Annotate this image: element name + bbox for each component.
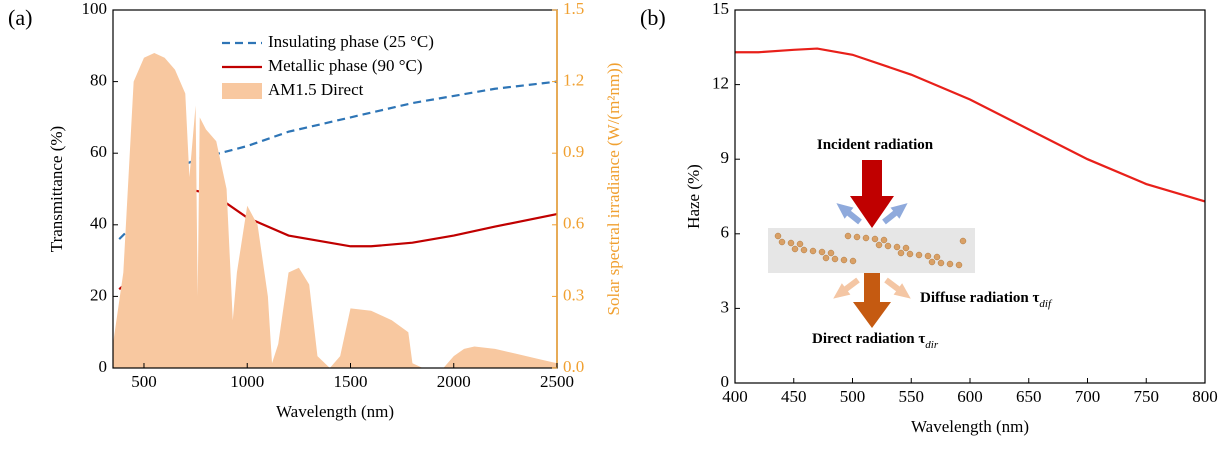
particle [906,250,914,258]
x-tick-label: 800 [1192,387,1218,406]
x-tick-label: 450 [781,387,807,406]
particle [862,234,870,242]
x-tick-label: 1500 [333,372,367,391]
x-tick-label: 700 [1075,387,1101,406]
y-tick-label: 0 [99,357,108,376]
particle [897,249,905,257]
particle [849,257,857,265]
reflect-arrow [836,203,854,219]
particle [893,243,901,251]
line [735,47,1206,203]
x-tick-label: 1000 [230,372,264,391]
particle [946,260,954,268]
particle [955,261,963,269]
y2-tick-label: 1.2 [563,71,584,90]
particle [774,232,782,240]
x-tick-label: 400 [722,387,748,406]
particle [928,258,936,266]
plot-frame [734,9,1206,384]
annotation-text: Incident radiation [817,137,934,153]
particle [880,236,888,244]
particle [787,239,795,247]
y2-tick-label: 0.6 [563,214,584,233]
y-tick-label: 100 [82,0,108,18]
particle [933,253,941,261]
y2-tick-label: 1.5 [563,0,584,18]
particle [809,247,817,255]
y-tick-label: 6 [721,223,730,242]
particle [844,232,852,240]
particle [871,235,879,243]
y-tick-label: 80 [90,71,107,90]
y-tick-label: 3 [721,297,730,316]
film [768,228,975,273]
panel-label: (b) [640,5,666,30]
x-axis-label: Wavelength (nm) [911,417,1029,436]
x-tick-label: 2500 [540,372,574,391]
particle [778,238,786,246]
x-axis-label: Wavelength (nm) [276,402,394,421]
annotation-text: Diffuse radiation τ [920,290,1040,306]
particle [827,249,835,257]
annotation: Direct radiation τdir [812,331,939,350]
y2-tick-label: 0.9 [563,142,584,161]
particle [937,259,945,267]
y2-tick-label: 0.3 [563,285,584,304]
panel-label: (a) [8,5,32,30]
x-tick-label: 500 [840,387,866,406]
annotation-subscript: dir [925,339,939,351]
x-tick-label: 550 [899,387,925,406]
direct-arrow [853,273,891,328]
y-tick-label: 20 [90,285,107,304]
y-axis-label: Haze (%) [684,164,703,229]
particle [902,244,910,252]
y-tick-label: 12 [712,74,729,93]
annotation: Incident radiation [817,137,934,153]
particle [831,255,839,263]
particle [959,237,967,245]
y-tick-label: 40 [90,214,107,233]
particle [800,246,808,254]
particle [853,233,861,241]
area [113,52,557,369]
particle [924,252,932,260]
annotation-subscript: dif [1039,298,1053,310]
reflect-arrow [890,203,908,219]
particle [875,241,883,249]
particle [840,256,848,264]
legend-label: Metallic phase (90 °C) [268,56,423,75]
y-axis-label: Transmittance (%) [47,126,66,252]
particle [884,242,892,250]
x-tick-label: 2000 [437,372,471,391]
particle [915,251,923,259]
legend-label: Insulating phase (25 °C) [268,32,434,51]
particle [818,248,826,256]
x-tick-label: 750 [1134,387,1160,406]
y-tick-label: 0 [721,372,730,391]
annotation: Diffuse radiation τdif [920,290,1053,309]
y2-axis-label: Solar spectral irradiance (W/(m²nm)) [604,63,623,316]
particle [796,240,804,248]
incident-arrow [850,160,894,228]
annotation-text: Direct radiation τ [812,331,925,347]
diffuse-arrow [833,283,851,299]
y-tick-label: 60 [90,142,107,161]
x-tick-label: 600 [957,387,983,406]
x-tick-label: 500 [131,372,157,391]
y2-tick-label: 0.0 [563,357,584,376]
y-tick-label: 15 [712,0,729,18]
y-tick-label: 9 [721,148,730,167]
legend-label: AM1.5 Direct [268,80,364,99]
particle [822,254,830,262]
particle [791,245,799,253]
diffuse-arrow [893,283,911,299]
legend-swatch [222,83,262,99]
x-tick-label: 650 [1016,387,1042,406]
